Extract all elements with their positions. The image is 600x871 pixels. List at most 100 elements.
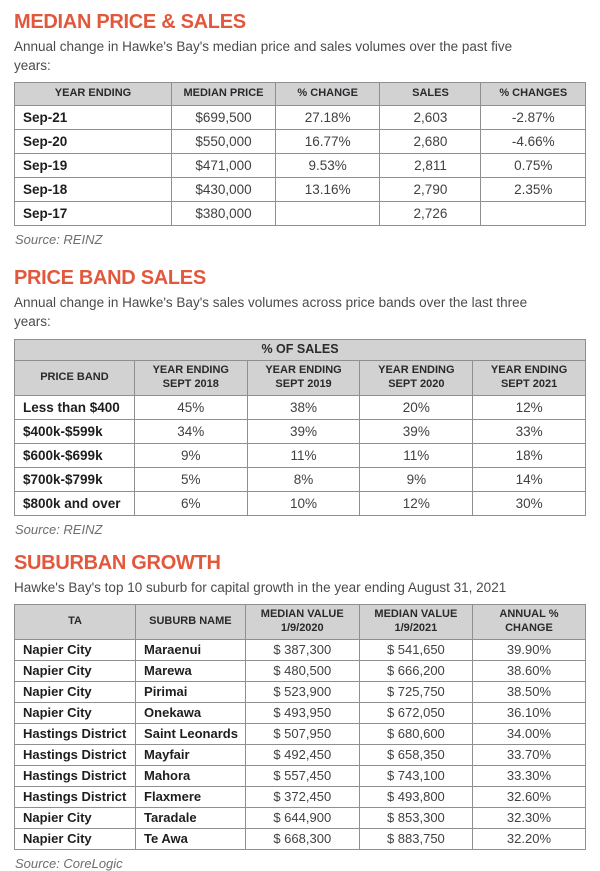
table-cell: $ 644,900 bbox=[244, 806, 360, 829]
section-price-band-sales: PRICE BAND SALES Annual change in Hawke'… bbox=[14, 267, 586, 537]
table-cell: 6% bbox=[133, 490, 248, 516]
table-cell: $ 883,750 bbox=[358, 827, 473, 850]
table-cell: 11% bbox=[246, 442, 361, 468]
table-cell: 12% bbox=[359, 490, 474, 516]
row-label: Flaxmere bbox=[135, 785, 246, 808]
table-cell: 9.53% bbox=[274, 153, 381, 179]
median-price-sales-table: YEAR ENDING MEDIAN PRICE% CHANGE SALES% CH… bbox=[13, 82, 586, 227]
table-cell: $ 387,300 bbox=[244, 638, 360, 661]
row-label: Taradale bbox=[135, 806, 246, 829]
table-cell: 45% bbox=[133, 394, 248, 420]
price-band-sales-table: % OF SALES PRICE BAND YEAR ENDING SEPT 201… bbox=[14, 338, 586, 516]
column-header: YEAR ENDING SEPT 2019 bbox=[246, 359, 361, 396]
table-cell: 2.35% bbox=[480, 177, 586, 203]
row-label: Mayfair bbox=[135, 743, 246, 766]
table-cell: $430,000 bbox=[171, 177, 276, 203]
table-row: Napier City Marewa $ 480,500 $ 666,200 38.60… bbox=[13, 659, 587, 682]
table-cell: 34.00% bbox=[471, 722, 587, 745]
row-label: Sep-21 bbox=[13, 105, 173, 131]
table-cell: $380,000 bbox=[171, 201, 276, 227]
table-cell: $ 680,600 bbox=[358, 722, 473, 745]
table-row: Hastings District Mayfair $ 492,450 $ 658,3… bbox=[13, 743, 587, 766]
table-cell: 16.77% bbox=[274, 129, 381, 155]
table-row: Sep-19 $471,000 9.53% 2,811 0.75% bbox=[13, 153, 586, 179]
column-header: PRICE BAND bbox=[14, 359, 135, 396]
table-cell: 27.18% bbox=[274, 105, 381, 131]
row-label: Saint Leonards bbox=[135, 722, 246, 745]
row-label: Onekawa bbox=[135, 701, 246, 724]
table-row: Sep-21 $699,500 27.18% 2,603 -2.87% bbox=[13, 105, 586, 131]
table-cell bbox=[480, 201, 586, 227]
row-label: Napier City bbox=[13, 701, 137, 724]
table-cell: $ 666,200 bbox=[358, 659, 473, 682]
table-cell: $ 480,500 bbox=[244, 659, 360, 682]
table-cell: 20% bbox=[359, 394, 474, 420]
row-label: $400k-$599k bbox=[14, 418, 135, 444]
section-median-price-sales: MEDIAN PRICE & SALES Annual change in Ha… bbox=[13, 11, 586, 247]
table-cell: 33.70% bbox=[471, 743, 587, 766]
table-row: $600k-$699k 9% 11% 11% 18% bbox=[14, 442, 586, 468]
row-label: $600k-$699k bbox=[14, 442, 135, 468]
row-label: Marewa bbox=[135, 659, 246, 682]
table-cell: 39% bbox=[359, 418, 474, 444]
table-cell: $ 492,450 bbox=[244, 743, 360, 766]
table-cell: 32.60% bbox=[471, 785, 587, 808]
table-row: Hastings District Mahora $ 557,450 $ 743,10… bbox=[13, 764, 587, 787]
row-label: Maraenui bbox=[135, 638, 246, 661]
table-cell: $ 658,350 bbox=[358, 743, 473, 766]
row-label: Sep-18 bbox=[13, 177, 173, 203]
column-header: YEAR ENDING SEPT 2021 bbox=[472, 359, 586, 396]
table-cell: $550,000 bbox=[171, 129, 276, 155]
table-cell: $ 743,100 bbox=[358, 764, 473, 787]
table-cell: 12% bbox=[472, 394, 586, 420]
table-cell: 0.75% bbox=[480, 153, 586, 179]
table-cell: 38.50% bbox=[471, 680, 587, 703]
table-cell: 13.16% bbox=[274, 177, 381, 203]
table-cell: $699,500 bbox=[171, 105, 276, 131]
row-label: Hastings District bbox=[13, 743, 137, 766]
table-cell: $ 372,450 bbox=[244, 785, 360, 808]
row-label: Napier City bbox=[13, 638, 137, 661]
table-cell: 38% bbox=[246, 394, 361, 420]
column-header: SUBURB NAME bbox=[135, 604, 246, 640]
table-row: Hastings District Saint Leonards $ 507,950… bbox=[13, 722, 587, 745]
section-subtitle-suburban-growth: Hawke's Bay's top 10 suburb for capital … bbox=[14, 579, 507, 595]
table-cell: 36.10% bbox=[471, 701, 587, 724]
table-cell: 8% bbox=[246, 466, 361, 492]
table-row: Napier City Taradale $ 644,900 $ 853,300 32.… bbox=[13, 806, 587, 829]
table-row: $400k-$599k 34% 39% 39% 33% bbox=[14, 418, 586, 444]
table-cell: 2,811 bbox=[379, 153, 482, 179]
table-cell: 5% bbox=[133, 466, 248, 492]
table-row: Sep-18 $430,000 13.16% 2,790 2.35% bbox=[13, 177, 586, 203]
column-header: MEDIAN VALUE 1/9/2020 bbox=[244, 604, 360, 640]
section-title-suburban-growth: SUBURBAN GROWTH bbox=[14, 551, 221, 574]
table-row: Napier City Pirimai $ 523,900 $ 725,750 38.5… bbox=[13, 680, 587, 703]
table-row: Sep-17 $380,000 2,726 bbox=[13, 201, 586, 227]
table-cell: $ 725,750 bbox=[358, 680, 473, 703]
table-cell: $ 672,050 bbox=[358, 701, 473, 724]
section-subtitle-price-band-sales: Annual change in Hawke's Bay's sales vol… bbox=[14, 295, 528, 329]
table-cell: 2,603 bbox=[379, 105, 482, 131]
table-row: Napier City Onekawa $ 493,950 $ 672,050 36.1… bbox=[13, 701, 587, 724]
section-title-price-band-sales: PRICE BAND SALES bbox=[14, 267, 206, 290]
row-label: $700k-$799k bbox=[14, 466, 135, 492]
table-cell: 10% bbox=[246, 490, 361, 516]
table-cell: 14% bbox=[472, 466, 586, 492]
table-row: $800k and over 6% 10% 12% 30% bbox=[14, 490, 586, 516]
table-cell: 2,726 bbox=[379, 201, 482, 227]
table-cell: 38.60% bbox=[471, 659, 587, 682]
row-label: Napier City bbox=[13, 659, 137, 682]
row-label: Hastings District bbox=[13, 785, 137, 808]
table-cell: $ 493,950 bbox=[244, 701, 360, 724]
row-label: Sep-20 bbox=[13, 129, 173, 155]
row-label: Te Awa bbox=[135, 827, 246, 850]
table-row: Hastings District Flaxmere $ 372,450 $ 493,… bbox=[13, 785, 587, 808]
table-cell: 30% bbox=[472, 490, 586, 516]
row-label: Hastings District bbox=[13, 764, 137, 787]
row-label: $800k and over bbox=[14, 490, 135, 516]
column-header: % CHANGES bbox=[480, 82, 586, 107]
row-label: Pirimai bbox=[135, 680, 246, 703]
table-cell: 32.30% bbox=[471, 806, 587, 829]
table-cell: $471,000 bbox=[171, 153, 276, 179]
table-row: Napier City Te Awa $ 668,300 $ 883,750 32.20… bbox=[13, 827, 587, 850]
